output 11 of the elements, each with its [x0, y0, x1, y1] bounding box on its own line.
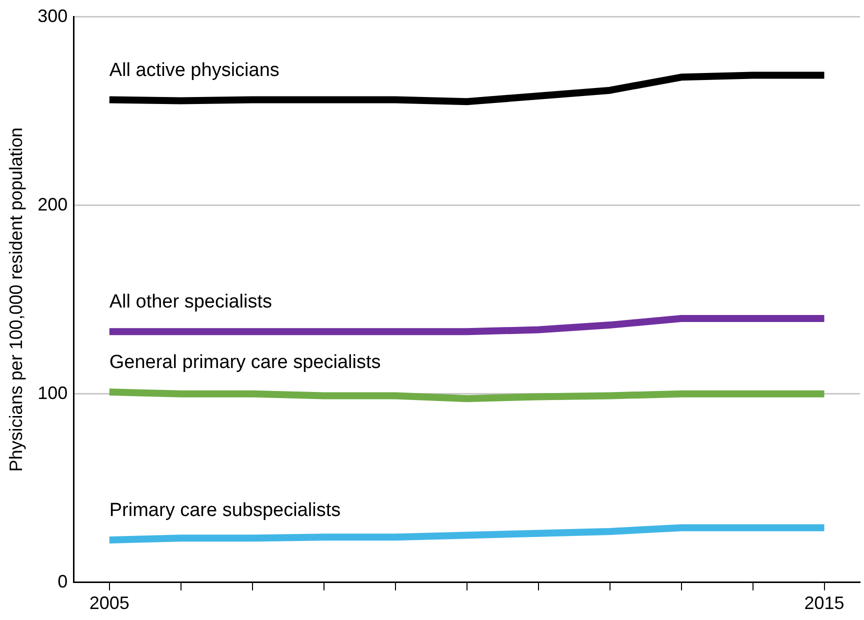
series-label: General primary care specialists — [109, 352, 381, 373]
x-tick-label: 2015 — [804, 593, 844, 614]
x-tick-label: 2005 — [89, 593, 130, 614]
y-axis-title: Physicians per 100,000 resident population — [6, 127, 26, 472]
y-tick-label: 200 — [38, 194, 68, 214]
series-label: Primary care subspecialists — [109, 500, 341, 521]
series-label: All active physicians — [109, 60, 280, 81]
series-label: All other specialists — [109, 292, 272, 313]
y-tick-label: 300 — [38, 6, 68, 26]
y-tick-label: 100 — [38, 382, 68, 403]
y-tick-label: 0 — [58, 571, 68, 592]
